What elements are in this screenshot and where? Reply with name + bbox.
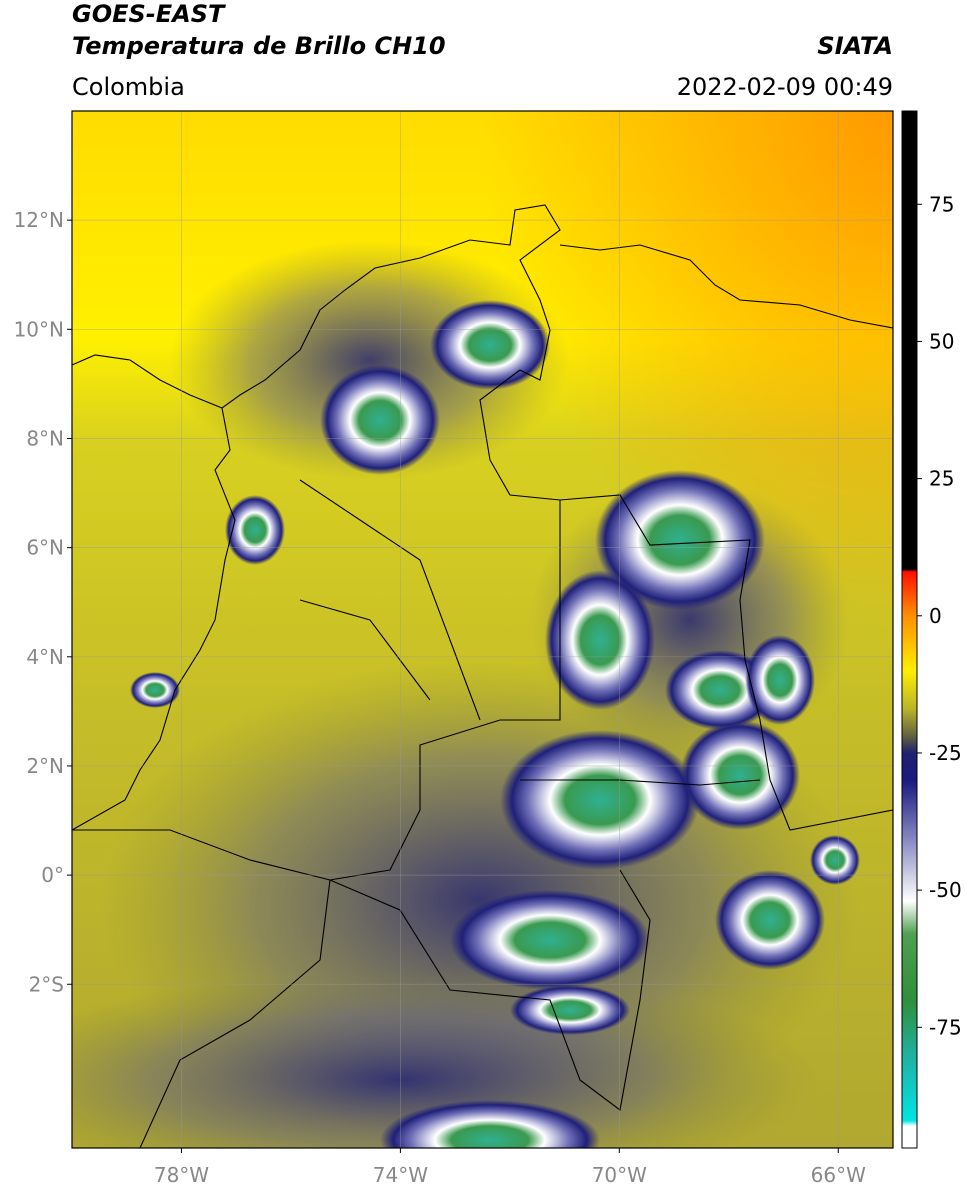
department-border [299,479,761,786]
storm-cell [510,985,630,1035]
y-tick-label: 10°N [14,317,64,341]
colorbar-tick-label: 75 [929,192,954,216]
subtitle: Temperatura de Brillo CH10 [72,32,446,60]
storm-cell [595,470,765,610]
storm-cell [715,870,825,970]
country-border [139,879,331,1148]
source: SIATA [817,32,893,60]
coastline [559,244,893,329]
cloud-haze [170,240,570,480]
storm-cell [545,570,655,710]
storm-cell [500,730,700,870]
coastline [72,204,561,409]
y-tick-label: 4°N [26,645,64,669]
title: GOES-EAST [72,0,226,28]
storm-cell [430,300,550,390]
x-tick-label: 78°W [154,1163,209,1187]
y-tick-label: 2°S [29,972,64,996]
colorbar-tick-label: 0 [929,604,942,628]
x-tick-label: 74°W [373,1163,428,1187]
colorbar-tick-label: 25 [929,467,954,491]
cloud-haze [72,970,820,1148]
colorbar-tick-label: -50 [929,878,962,902]
graticule [72,111,893,1148]
region: Colombia [72,73,185,101]
y-tick-label: 0° [41,863,64,887]
map-frame [71,110,894,1149]
y-tick-label: 6°N [26,536,64,560]
y-tick-label: 2°N [26,754,64,778]
colorbar-tick-label: 50 [929,329,954,353]
country-border [72,500,561,881]
country-border [479,369,893,831]
colorbar [901,110,918,1149]
y-tick-label: 8°N [26,426,64,450]
colorbar-tick-label: -25 [929,741,962,765]
storm-cell [130,672,180,708]
y-tick-label: 12°N [14,208,64,232]
storm-cell [380,1100,600,1148]
country-border [329,869,651,1111]
storm-cell [320,365,440,475]
storm-cell [745,635,815,725]
storm-cell [810,835,860,885]
storm-cell [680,720,800,830]
x-tick-label: 66°W [811,1163,866,1187]
storm-cell [450,890,650,990]
borders [72,204,893,1148]
coastline [72,407,236,831]
storm-cell [225,495,285,565]
datetime: 2022-02-09 00:49 [677,73,893,101]
x-tick-label: 70°W [592,1163,647,1187]
colorbar-tick-label: -75 [929,1015,962,1039]
satellite-image [72,111,893,1148]
